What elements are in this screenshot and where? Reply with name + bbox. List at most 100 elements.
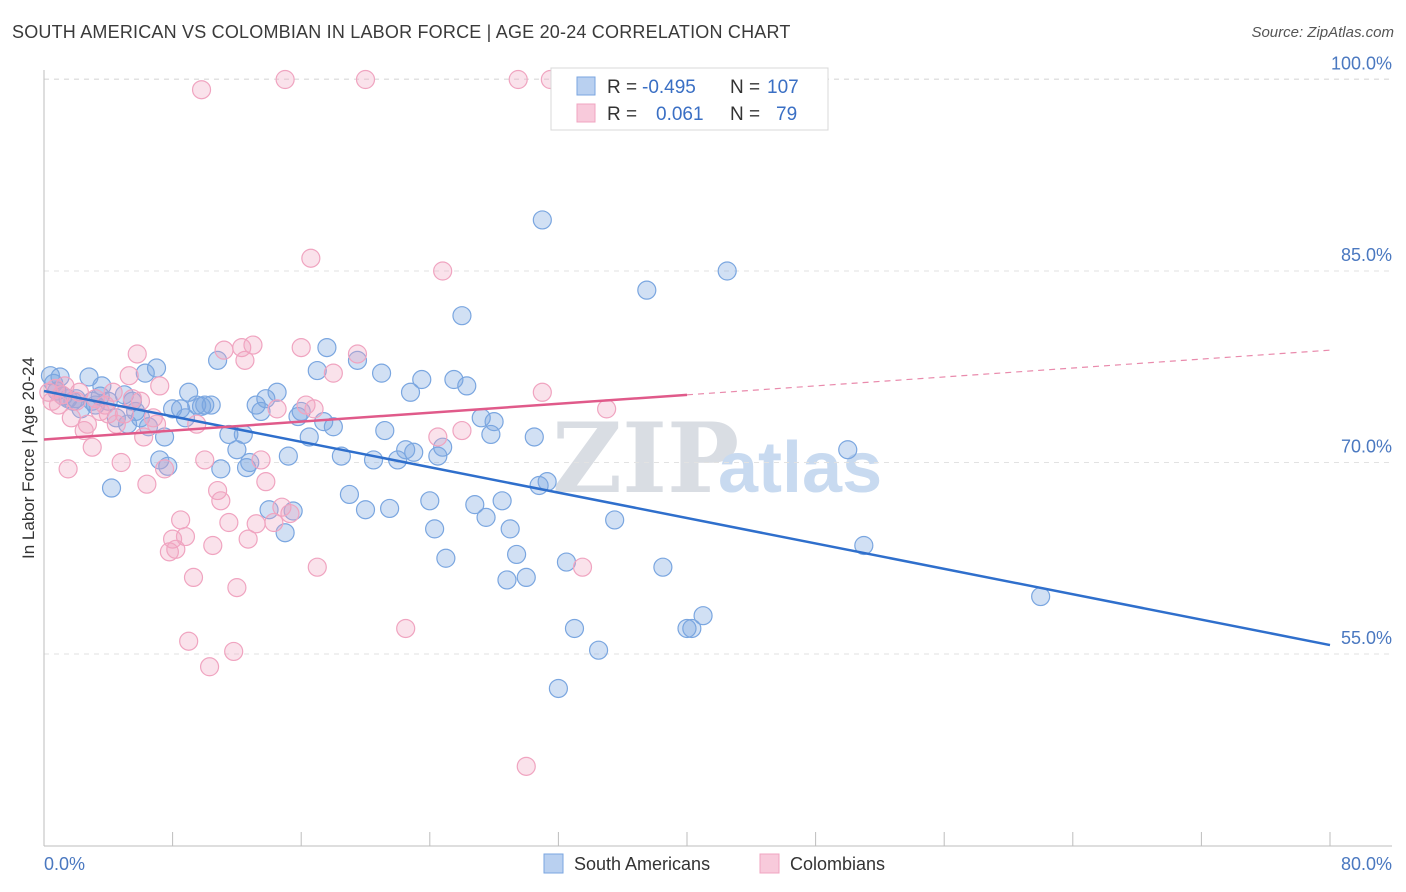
data-point: [291, 338, 311, 358]
data-point: [682, 618, 702, 639]
data-point: [278, 446, 298, 466]
data-point: [211, 491, 231, 511]
data-point: [323, 363, 343, 383]
data-point: [516, 567, 536, 588]
data-point: [280, 503, 300, 524]
data-point: [227, 578, 247, 598]
legend: R = -0.495 N = 107 R = 0.061 N = 79: [550, 67, 829, 131]
data-point: [275, 69, 295, 90]
data-point: [240, 452, 260, 473]
data-point: [492, 491, 512, 511]
data-point: [58, 459, 78, 479]
data-point: [208, 480, 228, 501]
data-point: [355, 500, 376, 520]
x-tick-label: 0.0%: [44, 854, 85, 874]
data-point: [484, 412, 504, 432]
data-point: [307, 557, 327, 577]
legend-n-value-colombians: 79: [776, 104, 797, 125]
axes: [43, 70, 1392, 847]
data-point: [191, 80, 212, 100]
data-point: [433, 437, 453, 457]
data-point: [146, 414, 167, 434]
bottom-legend-label-south-americans: South Americans: [574, 854, 710, 874]
data-point: [481, 424, 501, 445]
data-point: [175, 526, 196, 547]
data-point: [507, 544, 527, 565]
data-point: [497, 570, 517, 590]
data-point: [532, 210, 552, 230]
data-point: [224, 641, 244, 662]
data-point: [717, 261, 737, 281]
data-point: [548, 678, 569, 699]
data-point: [119, 366, 139, 386]
bottom-legend-label-colombians: Colombians: [790, 854, 885, 874]
data-point: [317, 338, 337, 358]
data-point: [564, 618, 585, 639]
data-point: [508, 69, 528, 90]
y-tick-label: 100.0%: [1331, 54, 1392, 74]
data-point: [82, 437, 102, 457]
data-point: [150, 376, 170, 396]
trend-line: [43, 393, 688, 441]
data-point: [219, 512, 239, 533]
watermark-atlas: atlas: [718, 428, 882, 508]
data-point: [98, 404, 118, 424]
data-point: [232, 338, 252, 358]
data-point: [130, 391, 151, 411]
legend-box: [550, 67, 829, 131]
data-point: [465, 495, 485, 515]
data-point: [195, 395, 215, 415]
tick-labels: 55.0% 70.0% 85.0% 100.0% 0.0% 80.0%: [44, 54, 1392, 875]
data-point: [476, 507, 496, 527]
watermark: ZIP atlas: [552, 402, 882, 515]
legend-n-value-south-americans: 107: [767, 77, 799, 98]
data-point: [127, 344, 147, 364]
data-point: [396, 618, 416, 639]
data-point: [267, 399, 287, 419]
data-point: [653, 557, 673, 577]
watermark-zip: ZIP: [552, 402, 739, 515]
data-point: [436, 548, 456, 568]
data-point: [135, 363, 155, 383]
data-point: [114, 404, 134, 424]
data-point: [111, 452, 131, 473]
data-point: [211, 459, 231, 479]
data-point: [219, 424, 239, 445]
data-point: [375, 420, 395, 441]
data-point: [605, 510, 625, 530]
data-point: [355, 69, 376, 90]
data-point: [425, 519, 445, 539]
data-point: [400, 382, 421, 402]
data-point: [433, 261, 453, 281]
data-point: [524, 427, 544, 447]
data-point: [347, 350, 368, 370]
series-colombians: [39, 69, 617, 776]
legend-n-label-south-americans: N =: [730, 77, 760, 98]
data-point: [183, 567, 204, 588]
trend-lines: [43, 349, 1331, 647]
data-point: [452, 306, 472, 326]
data-point: [195, 450, 215, 470]
data-point: [304, 399, 324, 419]
legend-n-label-colombians: N =: [730, 104, 760, 125]
data-point: [301, 248, 321, 268]
y-tick-label: 70.0%: [1341, 437, 1392, 457]
data-point: [838, 440, 858, 460]
data-point: [323, 417, 343, 437]
data-point: [251, 450, 271, 470]
legend-swatch-colombians: [576, 103, 596, 123]
data-point: [106, 414, 126, 434]
data-point: [235, 350, 255, 370]
data-point: [246, 514, 266, 534]
series-south-americans: [40, 210, 1051, 699]
legend-swatch-south-americans: [576, 76, 596, 96]
legend-r-value-south-americans: -0.495: [642, 77, 696, 98]
bottom-legend: South Americans Colombians: [543, 853, 885, 874]
data-point: [556, 552, 577, 572]
data-point: [166, 539, 186, 559]
data-point: [243, 335, 263, 355]
data-point: [101, 478, 122, 498]
data-point: [154, 459, 175, 479]
bottom-legend-swatch-south-americans: [543, 853, 564, 874]
